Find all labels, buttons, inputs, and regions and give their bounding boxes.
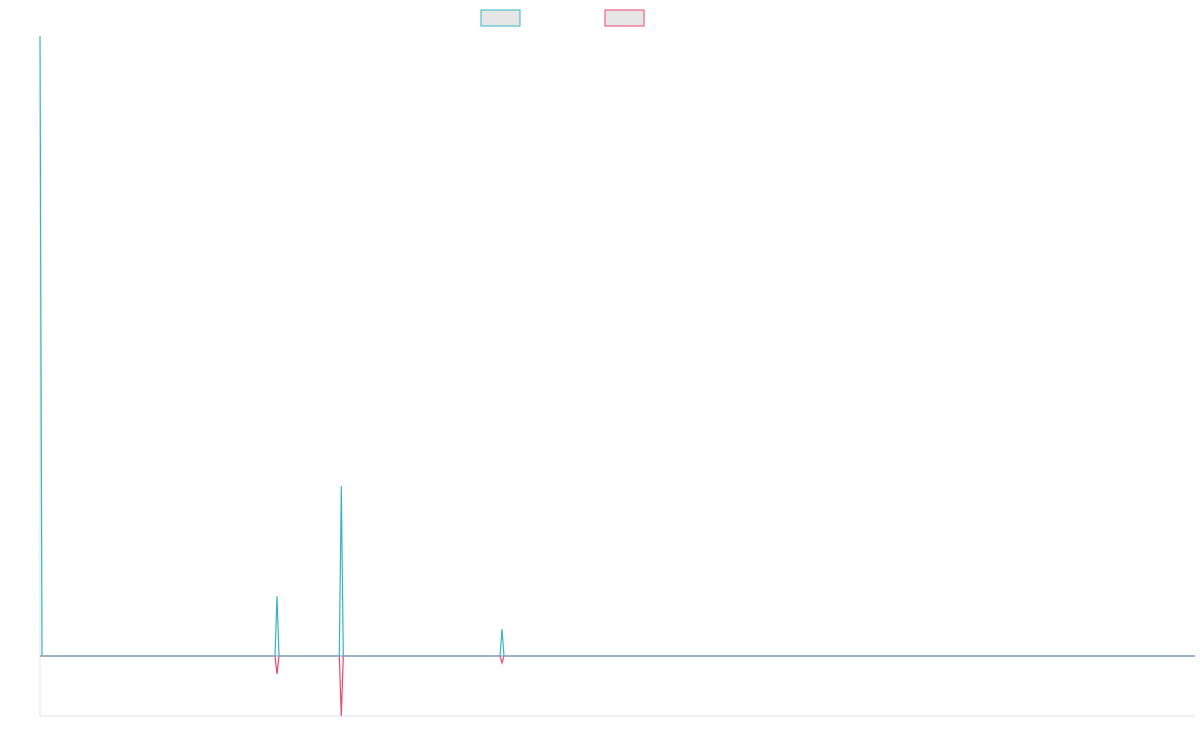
axes	[39, 36, 1195, 717]
series-lines	[39, 35, 1195, 717]
legend-swatch-2[interactable]	[604, 9, 645, 27]
legend[interactable]	[480, 9, 645, 27]
series-line-1	[39, 35, 1195, 657]
legend-swatch-1[interactable]	[480, 9, 521, 27]
series-line-2	[40, 655, 1195, 717]
